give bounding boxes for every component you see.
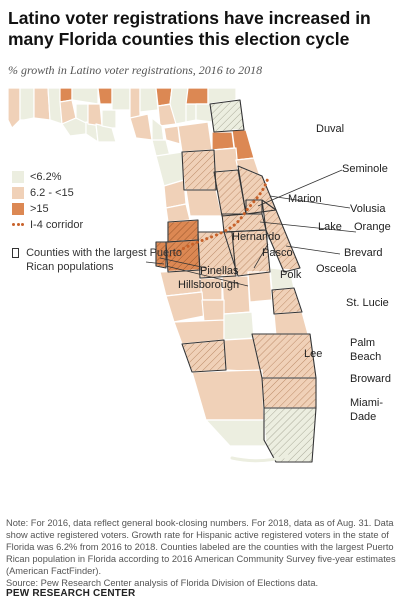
chart-title: Latino voter registrations have increase… xyxy=(8,8,371,49)
label-hillsborough: Hillsborough xyxy=(178,279,239,291)
county-martin xyxy=(273,311,309,337)
county-monroe xyxy=(205,419,267,447)
puerto-rican-outlines xyxy=(155,99,317,463)
label-orange: Orange xyxy=(354,221,391,233)
county-duval xyxy=(209,99,245,133)
county-okaloosa xyxy=(33,87,51,121)
label-duval: Duval xyxy=(316,123,344,135)
legend-label-mid: 6.2 - <15 xyxy=(30,187,74,199)
florida-map: Duval Seminole Marion Volusia Lake Orang… xyxy=(7,87,391,463)
county-marion xyxy=(181,149,217,191)
legend-item-corridor: I-4 corridor xyxy=(12,218,182,232)
i4-corridor-line xyxy=(168,176,270,258)
label-pinellas: Pinellas xyxy=(200,265,239,277)
county-alachua xyxy=(177,121,213,153)
legend-label-corridor: I-4 corridor xyxy=(30,219,84,231)
county-gadsden xyxy=(97,87,113,105)
map-legend: <6.2% 6.2 - <15 >15 I-4 corridor Countie… xyxy=(12,170,182,274)
chart-notes: Note: For 2016, data reflect general boo… xyxy=(6,517,416,589)
county-clay xyxy=(211,131,235,151)
county-broward xyxy=(261,377,317,409)
legend-item-high: >15 xyxy=(12,202,182,216)
county-liberty xyxy=(87,103,103,127)
legend-outline-box xyxy=(12,248,20,258)
legend-label-puerto-rican: Counties with the largest Puerto Rican p… xyxy=(26,247,182,273)
county-madison xyxy=(139,87,159,113)
county-jackson xyxy=(71,87,99,105)
label-broward: Broward xyxy=(350,373,391,385)
county-columbia xyxy=(169,87,189,125)
label-brevard: Brevard xyxy=(344,247,383,259)
label-seminole: Seminole xyxy=(342,163,388,175)
legend-swatch-mid xyxy=(12,187,24,199)
county-orange xyxy=(221,213,267,233)
label-hernando: Hernando xyxy=(232,231,280,243)
county-sumter xyxy=(185,189,223,217)
label-palm-beach-2: Beach xyxy=(350,351,381,363)
county-wakulla xyxy=(101,109,117,129)
label-volusia: Volusia xyxy=(350,203,386,215)
county-jefferson xyxy=(129,87,141,121)
county-collier xyxy=(191,369,265,421)
florida-keys xyxy=(230,454,290,463)
county-st-lucie xyxy=(271,287,303,315)
label-lake: Lake xyxy=(318,221,342,233)
label-osceola: Osceola xyxy=(316,263,357,275)
county-okeechobee xyxy=(247,271,273,303)
legend-label-high: >15 xyxy=(30,203,49,215)
label-palm-beach-1: Palm xyxy=(350,337,375,349)
county-dixie xyxy=(151,139,171,157)
label-miami-dade-2: Dade xyxy=(350,411,376,423)
note-text: Note: For 2016, data reflect general boo… xyxy=(6,518,396,576)
county-putnam xyxy=(211,147,239,173)
source-text: Source: Pew Research Center analysis of … xyxy=(6,578,319,588)
county-lee xyxy=(181,339,227,373)
legend-corridor-dots xyxy=(12,219,24,231)
legend-item-puerto-rican: Counties with the largest Puerto Rican p… xyxy=(12,246,182,274)
legend-item-mid: 6.2 - <15 xyxy=(12,186,182,200)
county-sarasota xyxy=(165,291,205,323)
county-escambia xyxy=(7,87,21,129)
label-marion: Marion xyxy=(288,193,322,205)
county-bradford xyxy=(195,103,213,123)
label-polk: Polk xyxy=(280,269,302,281)
label-lee: Lee xyxy=(304,348,322,360)
county-santa-rosa xyxy=(19,87,35,121)
county-union xyxy=(185,103,197,123)
county-glades xyxy=(223,311,255,341)
county-baker xyxy=(185,87,209,105)
label-st-lucie: St. Lucie xyxy=(346,297,389,309)
legend-label-low: <6.2% xyxy=(30,171,62,183)
label-pasco: Pasco xyxy=(262,247,293,259)
legend-swatch-high xyxy=(12,203,24,215)
chart-subtitle: % growth in Latino voter registrations, … xyxy=(8,63,263,77)
county-gilchrist xyxy=(163,125,181,145)
label-leader-lines xyxy=(145,169,357,287)
county-leon xyxy=(111,87,131,111)
county-taylor xyxy=(129,113,153,141)
legend-swatch-low xyxy=(12,171,24,183)
brand-logo-text: PEW RESEARCH CENTER xyxy=(6,588,136,599)
label-miami-dade-1: Miami- xyxy=(350,397,383,409)
legend-item-low: <6.2% xyxy=(12,170,182,184)
